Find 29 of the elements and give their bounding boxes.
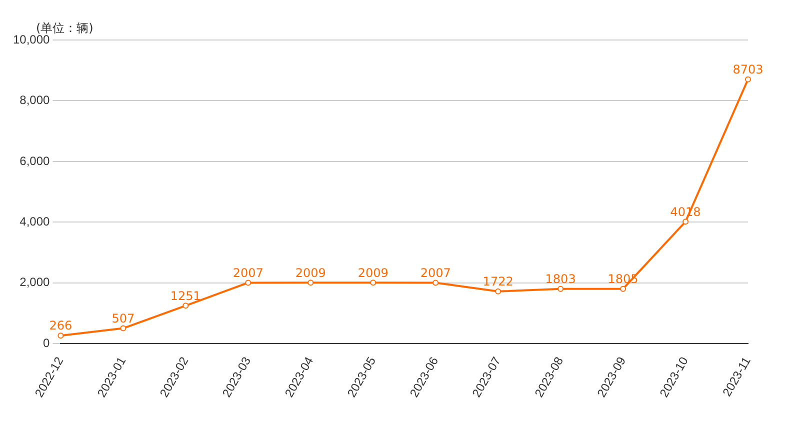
y-tick-label: 8,000 <box>20 93 50 108</box>
y-tick-label: 4,000 <box>20 214 50 229</box>
y-tick-label: 2,000 <box>20 275 50 290</box>
y-tick-label: 6,000 <box>20 154 50 168</box>
point <box>432 280 439 286</box>
point <box>495 288 502 294</box>
point <box>182 302 189 309</box>
data-label: 1803 <box>545 272 576 286</box>
point <box>120 325 126 332</box>
point <box>58 332 64 339</box>
point <box>308 280 314 286</box>
point <box>620 286 626 292</box>
data-label: 2007 <box>420 266 451 280</box>
data-label: 2009 <box>358 266 388 280</box>
point <box>558 286 564 292</box>
point <box>745 76 751 82</box>
data-label: 8703 <box>732 62 764 77</box>
data-label: 1722 <box>482 274 514 288</box>
y-tick-label: 0 <box>43 336 50 350</box>
data-label: 507 <box>112 311 135 326</box>
y-tick-label: 10,000 <box>13 32 50 46</box>
point <box>370 280 376 286</box>
data-label: 2007 <box>232 266 264 280</box>
point <box>682 218 689 225</box>
data-label: 266 <box>49 318 72 333</box>
data-label: 2009 <box>295 266 326 280</box>
y-axis-title: (单位：辆) <box>36 20 94 35</box>
point <box>245 280 252 286</box>
data-label: 1251 <box>170 288 201 303</box>
